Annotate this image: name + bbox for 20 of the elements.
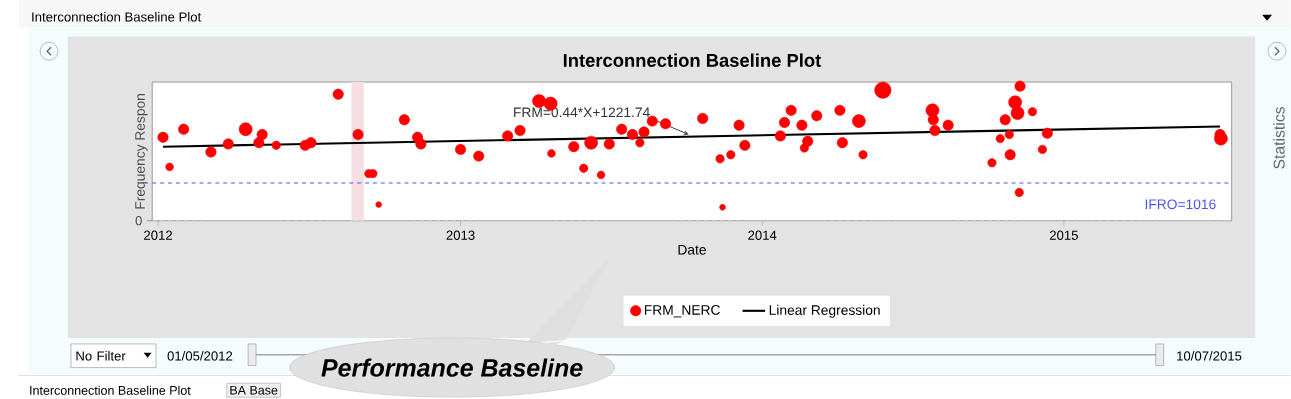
text: 10/07/2015: [1177, 350, 1242, 361]
chart-title: Interconnection Baseline Plot: [563, 53, 822, 67]
text: Interconnection Baseline Plot: [30, 385, 191, 395]
x-tick-label: 2014: [748, 230, 777, 240]
text: Performance Baseline: [321, 358, 583, 377]
legend-label: FRM_NERC: [644, 304, 720, 318]
x-tick-label: 2013: [446, 230, 475, 240]
y-axis-title: Frequency Respon: [135, 93, 148, 209]
text: No Filter: [76, 350, 126, 361]
x-tick-label: 2015: [1049, 230, 1078, 240]
annotation: IFRO=1016: [1145, 199, 1216, 210]
annotation: FRM=0.44*X+1221.74: [514, 107, 650, 118]
text: BA Base: [230, 385, 278, 395]
text: 01/05/2012: [167, 350, 233, 361]
x-tick-label: 2012: [144, 230, 172, 240]
text: Statistics: [1273, 106, 1285, 169]
legend-label: Linear Regression: [769, 304, 880, 318]
text: Interconnection Baseline Plot: [32, 11, 202, 22]
text: 0: [135, 215, 142, 226]
x-axis-title: Date: [678, 244, 706, 255]
